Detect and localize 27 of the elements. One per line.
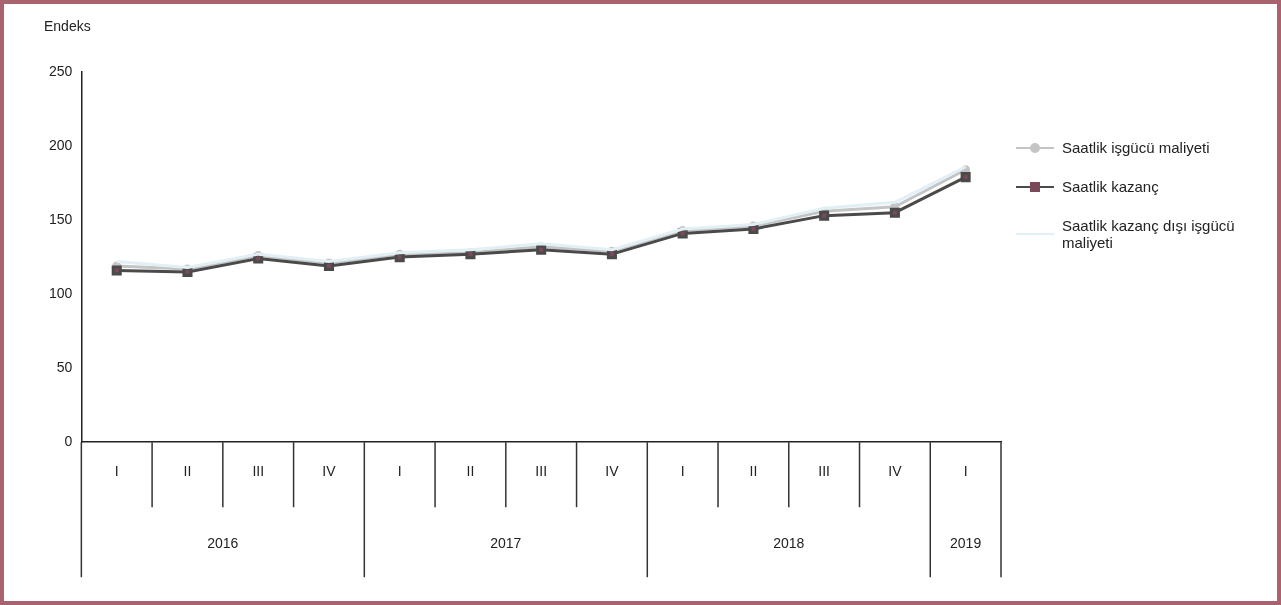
- x-tick-label: IV: [322, 463, 337, 480]
- y-tick-label: 50: [56, 359, 73, 376]
- legend-label: Saatlik kazanç dışı işgücü maliyeti: [1062, 217, 1236, 251]
- text: 2016: [207, 535, 239, 552]
- x-tick-label: II: [466, 463, 475, 480]
- x-tick-label: I: [963, 463, 968, 480]
- y-tick-label: 100: [49, 284, 73, 301]
- x-tick-label: IV: [605, 463, 620, 480]
- x-tick-label: I: [397, 463, 402, 480]
- x-tick-label: IV: [888, 463, 903, 480]
- y-axis-title: Endeks: [44, 17, 91, 34]
- text: 2018: [773, 535, 805, 552]
- legend-label: Saatlik işgücü maliyeti: [1062, 139, 1210, 156]
- x-tick-label: I: [114, 463, 119, 480]
- x-tick-label: II: [183, 463, 192, 480]
- x-tick-label: I: [680, 463, 685, 480]
- x-tick-label: III: [818, 463, 830, 480]
- y-tick-label: 0: [64, 433, 73, 450]
- y-tick-label: 150: [49, 210, 73, 227]
- text: 2017: [490, 535, 522, 552]
- x-tick-label: II: [749, 463, 758, 480]
- legend-label: Saatlik kazanç: [1062, 178, 1159, 195]
- y-tick-label: 200: [49, 136, 73, 153]
- x-tick-label: III: [252, 463, 265, 480]
- y-tick-label: 250: [49, 62, 73, 79]
- x-tick-label: III: [535, 463, 548, 480]
- text: 2019: [950, 535, 982, 552]
